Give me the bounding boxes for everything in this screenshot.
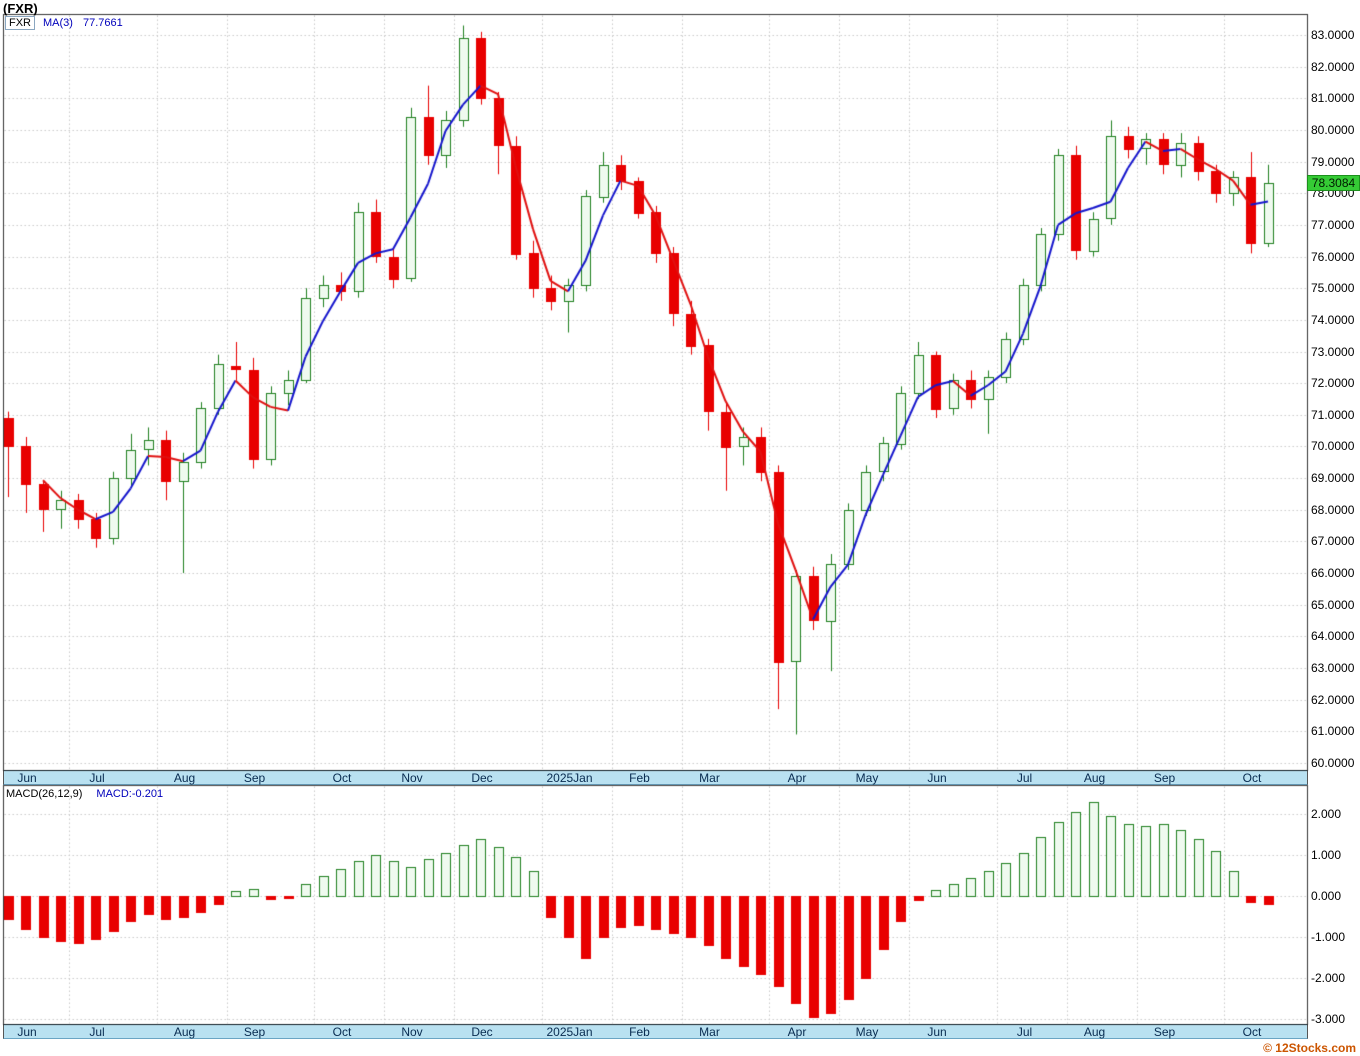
ma-legend: MA(3) 77.7661 bbox=[43, 17, 123, 29]
price-tick-label: 72.0000 bbox=[1311, 376, 1355, 391]
symbol-label: FXR bbox=[5, 16, 35, 30]
price-tick-label: 76.0000 bbox=[1311, 249, 1355, 264]
price-tick-label: 70.0000 bbox=[1311, 439, 1355, 454]
macd-tick-label: 1.000 bbox=[1311, 848, 1342, 862]
main-chart-legend: FXR MA(3) 77.7661 bbox=[5, 16, 123, 30]
copyright: © 12Stocks.com bbox=[1263, 1041, 1356, 1055]
price-tick-label: 68.0000 bbox=[1311, 502, 1355, 517]
price-tick-label: 83.0000 bbox=[1311, 28, 1355, 42]
ma-value: 77.7661 bbox=[82, 17, 123, 29]
price-tick-label: 73.0000 bbox=[1311, 344, 1355, 359]
price-tick-label: 74.0000 bbox=[1311, 312, 1355, 327]
price-tick-label: 64.0000 bbox=[1311, 629, 1355, 644]
price-tick-label: 75.0000 bbox=[1311, 281, 1355, 296]
price-tick-label: 62.0000 bbox=[1311, 692, 1355, 707]
macd-tick-label: 0.000 bbox=[1311, 889, 1342, 903]
macd-label: MACD(26,12,9) bbox=[6, 788, 83, 800]
price-tick-label: 81.0000 bbox=[1311, 91, 1355, 106]
price-tick-label: 69.0000 bbox=[1311, 471, 1355, 486]
page-title: (FXR) bbox=[3, 1, 38, 16]
macd-tick-label: -1.000 bbox=[1311, 930, 1346, 944]
last-price-tag: 78.3084 bbox=[1307, 175, 1360, 192]
price-tick-label: 77.0000 bbox=[1311, 217, 1355, 232]
macd-tick-label: 2.000 bbox=[1311, 807, 1342, 821]
price-tick-label: 66.0000 bbox=[1311, 566, 1355, 581]
ma-label: MA(3) bbox=[43, 17, 73, 29]
price-tick-label: 67.0000 bbox=[1311, 534, 1355, 549]
price-tick-label: 80.0000 bbox=[1311, 122, 1355, 137]
price-tick-label: 65.0000 bbox=[1311, 597, 1355, 612]
macd-tick-label: -3.000 bbox=[1311, 1012, 1346, 1026]
price-tick-label: 82.0000 bbox=[1311, 59, 1355, 74]
price-tick-label: 63.0000 bbox=[1311, 661, 1355, 675]
macd-value: MACD:-0.201 bbox=[96, 788, 164, 800]
price-tick-label: 71.0000 bbox=[1311, 407, 1355, 422]
macd-tick-label: -2.000 bbox=[1311, 971, 1346, 985]
macd-legend: MACD(26,12,9) MACD:-0.201 bbox=[6, 788, 163, 800]
price-tick-label: 61.0000 bbox=[1311, 724, 1355, 739]
price-tick-label: 60.0000 bbox=[1311, 755, 1355, 770]
price-tick-label: 79.0000 bbox=[1311, 154, 1355, 169]
